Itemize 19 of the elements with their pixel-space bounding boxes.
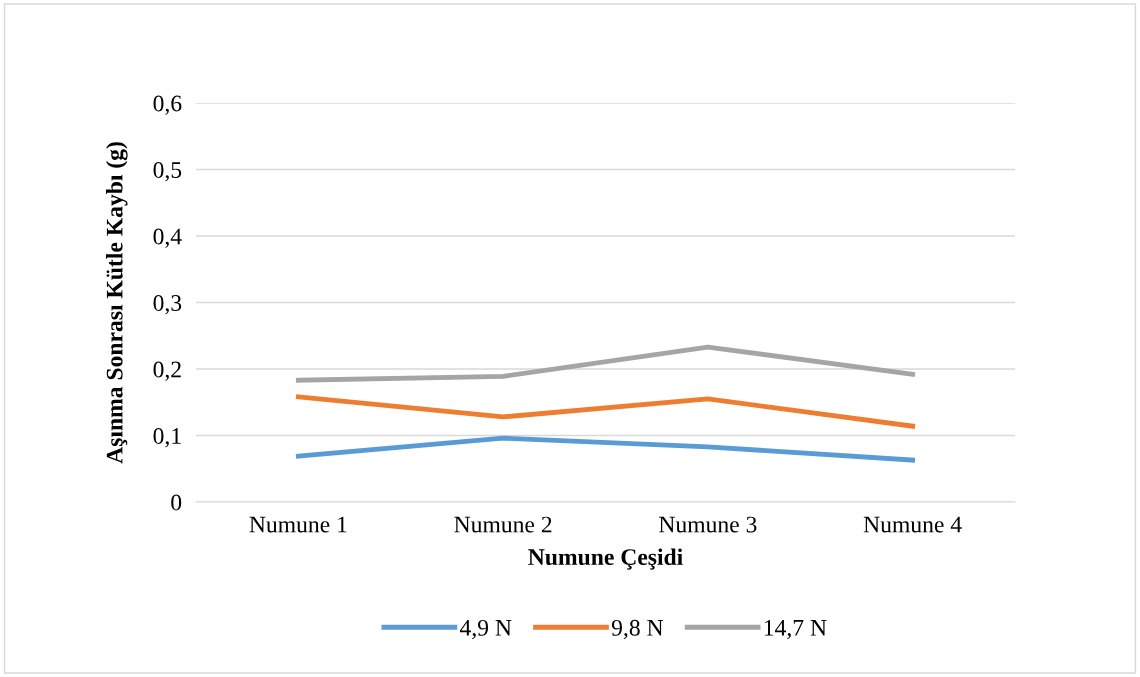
line-series xyxy=(295,435,916,463)
y-tick-label: 0,2 xyxy=(153,361,181,381)
x-tick-label: Numune 4 xyxy=(863,516,962,533)
x-tick-label: Numune 3 xyxy=(659,516,757,533)
x-tick-label: Numune 2 xyxy=(454,516,552,533)
x-axis-title: Numune Çeşidi xyxy=(528,548,683,570)
y-axis-title: Aşınma Sonrası Kütle Kaybı (g) xyxy=(106,142,128,464)
y-tick-label: 0 xyxy=(171,494,182,511)
line-series xyxy=(295,394,916,429)
x-tick-label: Numune 1 xyxy=(249,516,347,533)
y-tick-label: 0,6 xyxy=(153,95,182,115)
y-tick-label: 0,1 xyxy=(153,427,181,448)
y-tick-label: 0,4 xyxy=(153,228,182,248)
line-series xyxy=(295,344,916,383)
legend-label: 9,8 N xyxy=(611,619,664,640)
legend-label: 4,9 N xyxy=(459,619,512,640)
y-tick-label: 0,5 xyxy=(153,161,182,182)
y-tick-label: 0,3 xyxy=(153,294,182,315)
legend-label: 14,7 N xyxy=(764,619,827,640)
